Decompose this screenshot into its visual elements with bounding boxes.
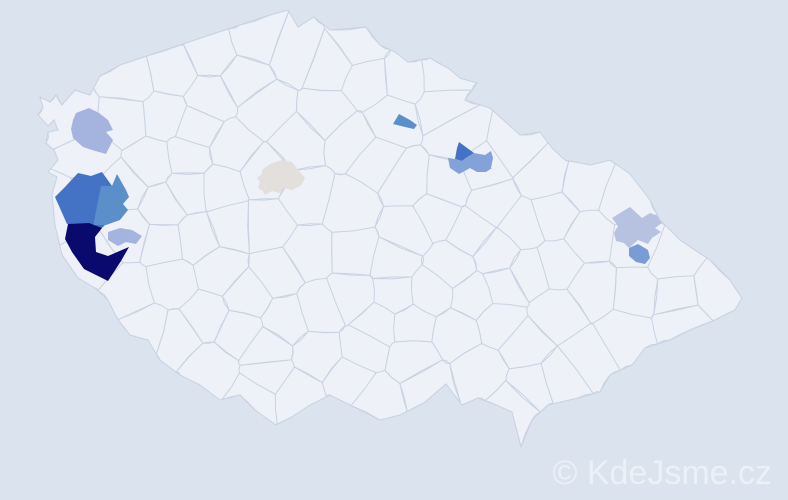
svg-text:© KdeJsme.cz: © KdeJsme.cz	[552, 454, 772, 492]
